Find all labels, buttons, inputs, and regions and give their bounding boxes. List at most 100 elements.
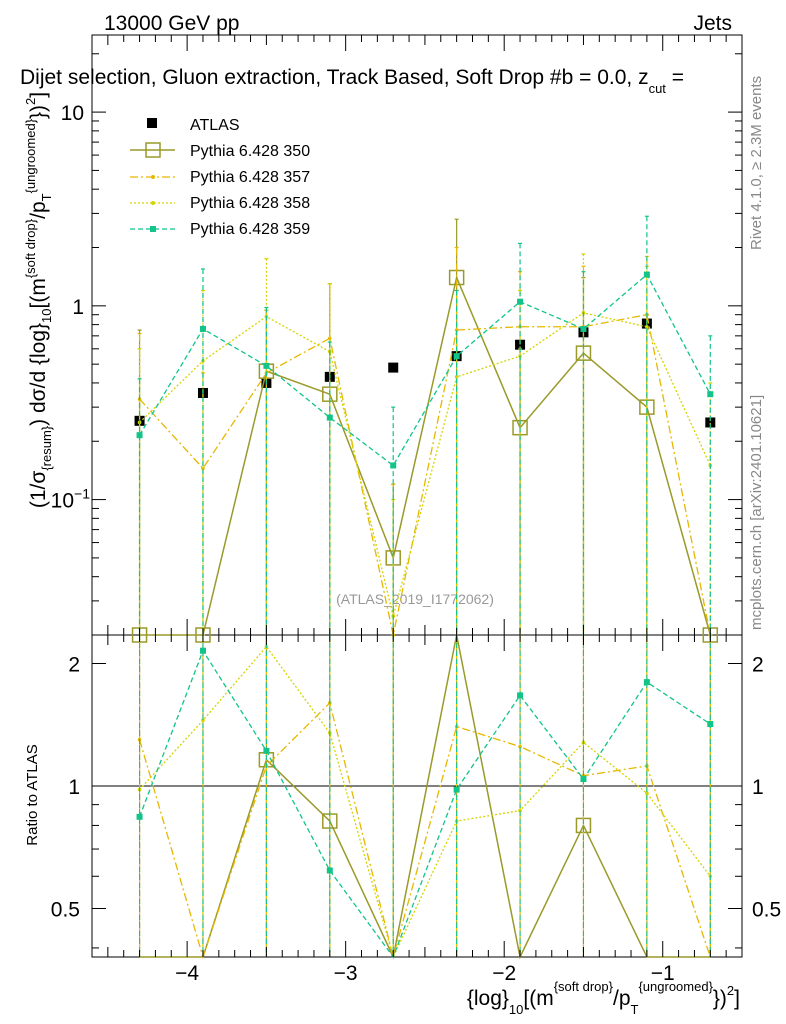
ylabel-mid3: /p <box>27 201 50 219</box>
plot-title-sub: cut <box>649 81 667 96</box>
main-ytick-label-1: 1 <box>72 296 84 319</box>
plot-title-text: Dijet selection, Gluon extraction, Track… <box>20 66 649 89</box>
main-ytick-base-0: 10 <box>51 490 74 513</box>
legend-marker-359 <box>150 226 156 232</box>
xtick-label-3: −1 <box>651 962 675 985</box>
ratio-marker-pythia-6-428-359-2 <box>263 747 270 754</box>
main-ytick-label-2: 10 <box>61 102 84 125</box>
main-ytick-exp-0: −1 <box>74 486 90 502</box>
xlabel-end: }) <box>713 987 727 1010</box>
marker-pythia-6-428-359-6 <box>517 298 524 305</box>
ratio-marker-pythia-6-428-359-7 <box>580 776 587 783</box>
series-line-pythia-6-428-359 <box>139 273 711 467</box>
xlabel-sup3: 2 <box>727 983 734 998</box>
legend-label-358: Pythia 6.428 358 <box>190 195 310 212</box>
ylabel-end: }) <box>27 105 50 119</box>
ratio-marker-pythia-6-428-358-1 <box>201 718 205 723</box>
process-label: Jets <box>693 12 732 35</box>
ylabel-sup3: 2 <box>23 98 38 105</box>
ratio-line-pythia-6-428-357 <box>138 701 711 960</box>
plot-title-end: = <box>666 66 684 89</box>
ratio-ytick-label-right-1: 1 <box>752 776 764 799</box>
legend-marker-atlas <box>147 118 157 128</box>
ratio-marker-pythia-6-428-359-3 <box>326 867 333 874</box>
ratio-marker-pythia-6-428-357-6 <box>518 744 522 749</box>
ratio-y-axis-label: Ratio to ATLAS <box>24 744 41 845</box>
series-line-pythia-6-428-358 <box>139 312 711 617</box>
ylabel-mid2: [(m <box>27 278 50 308</box>
data-point-atlas-4 <box>388 362 399 373</box>
ratio-marker-pythia-6-428-359-1 <box>199 647 206 654</box>
marker-pythia-6-428-357-3 <box>328 336 332 341</box>
ratio-marker-pythia-6-428-358-8 <box>645 791 649 796</box>
marker-pythia-6-428-359-5 <box>453 353 460 360</box>
ylabel-sup2: {ungroomed} <box>23 118 38 193</box>
marker-pythia-6-428-359-1 <box>199 325 206 332</box>
data-point-atlas-9 <box>705 417 716 428</box>
series-line-pythia-6-428-350 <box>139 275 712 636</box>
legend-marker-358 <box>151 201 155 205</box>
marker-pythia-6-428-357-5 <box>454 328 459 332</box>
ratio-panel-frame <box>91 634 743 958</box>
xlabel-close: ] <box>734 987 740 1010</box>
xlabel-sub2: T <box>631 1002 639 1017</box>
rivet-label: Rivet 4.1.0, ≥ 2.3M events <box>748 76 765 250</box>
mcplots-label: mcplots.cern.ch [arXiv:2401.10621] <box>748 395 765 630</box>
ratio-marker-pythia-6-428-359-8 <box>643 679 650 686</box>
marker-pythia-6-428-359-8 <box>643 271 650 278</box>
xlabel-sup1: {soft drop} <box>554 979 614 994</box>
marker-pythia-6-428-359-4 <box>390 462 397 469</box>
ratio-marker-pythia-6-428-359-0 <box>136 813 143 820</box>
ratio-marker-pythia-6-428-359-9 <box>707 721 714 728</box>
marker-pythia-6-428-359-9 <box>707 391 714 398</box>
ratio-marker-pythia-6-428-358-6 <box>518 808 522 813</box>
ratio-marker-pythia-6-428-359-5 <box>453 786 460 793</box>
energy-label: 13000 GeV pp <box>104 12 239 35</box>
x-axis-label: {log}10[(m{soft drop}/pT {ungroomed}})2] <box>467 979 740 1017</box>
xlabel-mid: /p <box>613 987 631 1010</box>
marker-pythia-6-428-359-3 <box>326 414 333 421</box>
data-point-atlas-6 <box>515 339 526 350</box>
xlabel-sup2: {ungroomed} <box>638 979 713 994</box>
marker-pythia-6-428-359-0 <box>136 432 143 439</box>
xtick-label-0: −4 <box>175 962 199 985</box>
legend-label-350: Pythia 6.428 350 <box>190 143 310 160</box>
ratio-line-pythia-6-428-350 <box>139 634 711 960</box>
marker-pythia-6-428-358-8 <box>645 324 649 329</box>
xlabel-sub: 10 <box>509 1002 523 1017</box>
ylabel-sub1: {resum} <box>39 425 54 470</box>
ratio-ytick-label-right-2: 2 <box>752 654 764 677</box>
legend-marker-357 <box>151 175 155 179</box>
legend-marker-350 <box>145 142 161 158</box>
main-chart-marks <box>131 215 719 643</box>
legend: ATLAS Pythia 6.428 350 Pythia 6.428 357 … <box>130 117 310 238</box>
series-line-pythia-6-428-357 <box>139 313 711 636</box>
ratio-ytick-label-right-0: 0.5 <box>752 898 781 921</box>
xtick-label-1: −3 <box>334 962 358 985</box>
xlabel-main: {log} <box>467 987 509 1010</box>
ylabel-close: ] <box>27 92 50 98</box>
xlabel-rest: [(m <box>523 987 553 1010</box>
ratio-line-pythia-6-428-359 <box>138 649 711 959</box>
ylabel-prefix: (1/σ <box>27 471 50 509</box>
legend-label-357: Pythia 6.428 357 <box>190 169 310 186</box>
ratio-chart-marks <box>92 634 742 960</box>
marker-pythia-6-428-358-5 <box>454 375 459 379</box>
main-ytick-label-0: 10−1 <box>51 486 91 513</box>
xtick-label-2: −2 <box>492 962 516 985</box>
analysis-watermark: (ATLAS_2019_I1772062) <box>336 591 494 607</box>
ratio-ytick-label-left-2: 2 <box>68 654 80 677</box>
ylabel-sup1: {soft drop} <box>23 218 38 278</box>
legend-label-atlas: ATLAS <box>190 117 240 134</box>
main-y-axis-label: (1/σ{resum}) dσ/d {log}10[(m{soft drop}/… <box>23 92 54 508</box>
legend-label-359: Pythia 6.428 359 <box>190 221 310 238</box>
marker-pythia-6-428-359-2 <box>263 362 270 369</box>
plot-title: Dijet selection, Gluon extraction, Track… <box>20 66 684 96</box>
ylabel-sub3: T <box>39 193 54 201</box>
ylabel-sub2: 10 <box>39 309 54 323</box>
ylabel-mid: ) dσ/d {log} <box>27 323 50 426</box>
ratio-marker-pythia-6-428-359-6 <box>517 692 524 699</box>
ratio-ytick-label-left-0: 0.5 <box>51 898 80 921</box>
